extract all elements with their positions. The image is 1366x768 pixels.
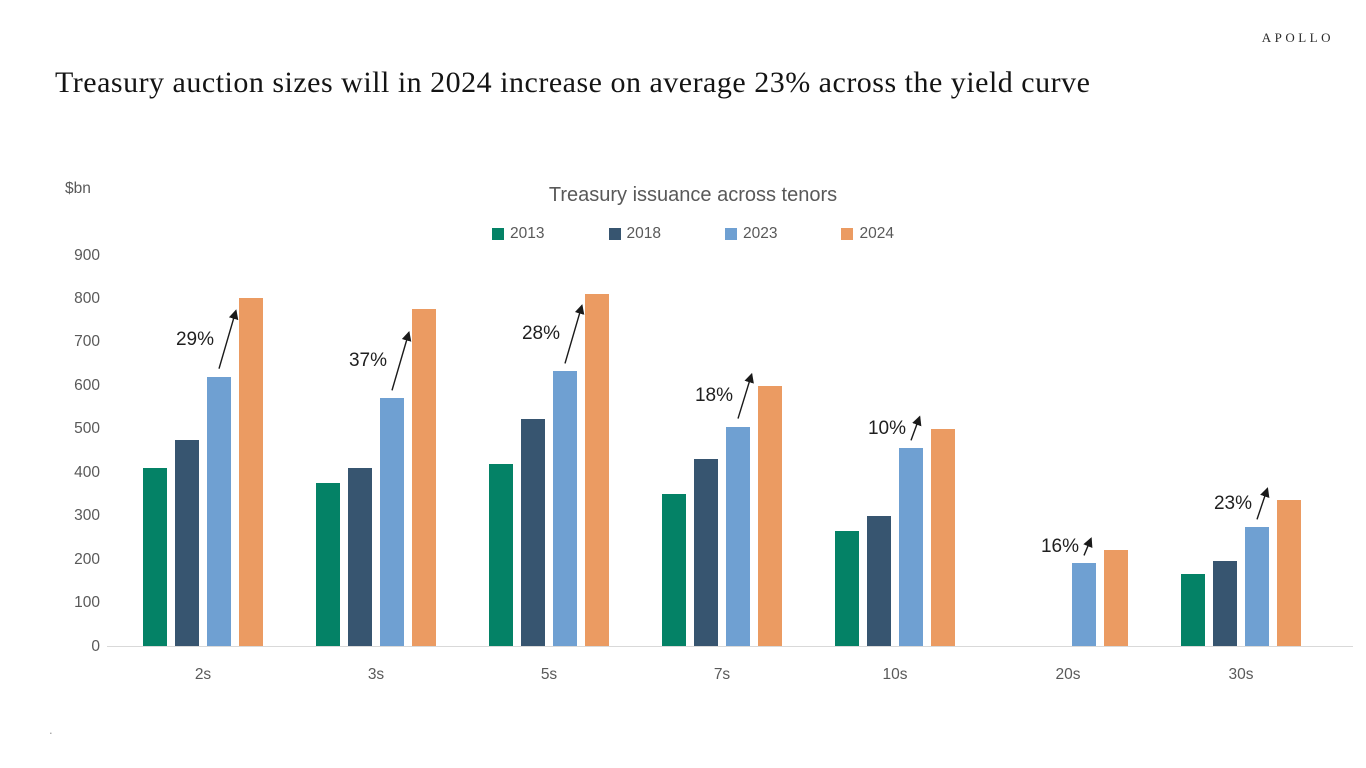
bar-2018-10s [867, 515, 891, 646]
annotation-percent-label: 29% [175, 328, 214, 350]
annotation-percent-label: 18% [694, 385, 733, 407]
y-axis-tick-label: 900 [74, 246, 100, 264]
page-title: Treasury auction sizes will in 2024 incr… [55, 66, 1091, 99]
bar-2024-10s [931, 428, 955, 646]
annotation-percent-label: 37% [348, 350, 387, 372]
legend-label: 2013 [510, 225, 545, 242]
y-axis-unit-label: $bn [65, 180, 91, 197]
bar-2013-7s [662, 493, 686, 646]
y-axis-tick-label: 800 [74, 289, 100, 307]
legend-item-2013: 2013 [492, 225, 545, 243]
footnote-mark: . [49, 722, 53, 737]
legend-item-2018: 2018 [608, 225, 661, 243]
bar-2018-30s [1213, 561, 1237, 646]
bar-2023-3s [380, 398, 404, 646]
x-axis-category-label: 2s [194, 666, 212, 683]
chart-title: Treasury issuance across tenors [548, 184, 838, 206]
y-axis-tick-label: 500 [74, 420, 100, 438]
x-axis-category-label: 3s [367, 666, 385, 683]
bar-2023-30s [1245, 527, 1269, 646]
bar-2013-30s [1181, 574, 1205, 646]
legend-item-2024: 2024 [841, 225, 894, 243]
y-axis-tick-label: 0 [91, 637, 100, 655]
bar-2023-7s [726, 426, 750, 646]
x-axis-category-label: 30s [1228, 666, 1254, 683]
bar-2024-20s [1104, 550, 1128, 646]
legend-swatch-icon [725, 228, 737, 240]
bar-2018-7s [694, 459, 718, 646]
legend-swatch-icon [841, 228, 854, 240]
chart-legend: 2013 2018 2023 2024 [60, 225, 1326, 243]
legend-swatch-icon [608, 228, 621, 240]
x-axis-line [107, 646, 1353, 647]
apollo-logo: APOLLO [1261, 30, 1334, 45]
bar-2023-2s [207, 376, 231, 646]
y-axis-tick-label: 200 [74, 550, 100, 568]
bar-2013-3s [316, 483, 340, 646]
annotation-percent-label: 16% [1040, 535, 1079, 557]
legend-label: 2023 [743, 225, 778, 242]
x-axis-category-label: 10s [882, 666, 908, 683]
legend-label: 2018 [626, 225, 661, 242]
annotation-percent-label: 23% [1213, 492, 1252, 514]
y-axis-tick-label: 600 [74, 376, 100, 394]
legend-swatch-icon [492, 228, 505, 240]
y-axis-tick-label: 400 [74, 463, 100, 481]
bar-2024-5s [585, 294, 609, 646]
bar-2024-3s [412, 309, 436, 646]
y-axis-tick-label: 700 [74, 333, 100, 351]
bar-2024-30s [1277, 500, 1301, 646]
y-axis-tick-label: 300 [74, 507, 100, 525]
legend-item-2023: 2023 [725, 225, 777, 243]
annotation-percent-label: 28% [521, 323, 560, 345]
annotation-percent-label: 10% [867, 417, 906, 439]
bar-2024-2s [239, 298, 263, 646]
bar-2018-3s [348, 467, 372, 646]
bar-2013-10s [835, 530, 859, 646]
bar-2013-2s [143, 467, 167, 646]
bar-2023-20s [1072, 563, 1096, 646]
bar-2024-7s [758, 386, 782, 646]
bar-2018-2s [175, 439, 199, 646]
x-axis-category-label: 20s [1055, 666, 1081, 683]
x-axis-category-label: 7s [713, 666, 731, 683]
bar-2018-5s [521, 419, 545, 646]
bar-2013-5s [489, 463, 513, 646]
bar-2023-10s [899, 448, 923, 646]
y-axis-tick-label: 100 [74, 594, 100, 612]
legend-label: 2024 [859, 225, 894, 242]
bar-2023-5s [553, 371, 577, 646]
x-axis-category-label: 5s [540, 666, 558, 683]
